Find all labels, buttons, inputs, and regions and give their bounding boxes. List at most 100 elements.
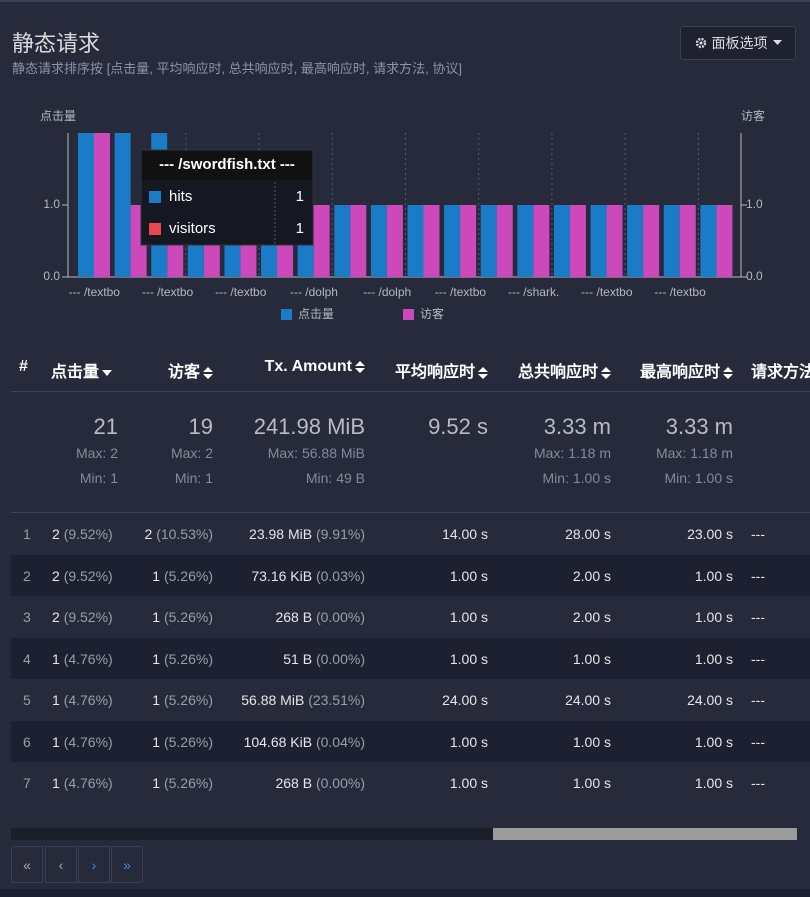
bar xyxy=(517,205,534,277)
method: --- xyxy=(751,526,765,542)
column-header[interactable]: 访客 xyxy=(168,358,213,382)
avg-time: 1.00 s xyxy=(449,609,488,625)
x-tick-label: --- /dolph xyxy=(363,285,411,299)
visitors-percent: (5.26%) xyxy=(163,609,213,625)
legend-label: 访客 xyxy=(420,306,444,321)
bar xyxy=(350,205,367,277)
avg-time: 1.00 s xyxy=(449,733,488,750)
tx-percent: (0.03%) xyxy=(315,567,365,584)
hits: 1 xyxy=(52,692,60,708)
table-row[interactable]: 3 2 (9.52%) 1 (5.26%) 268 B (0.00%) 1.00 s 2.… xyxy=(11,596,810,638)
scroll-thumb[interactable] xyxy=(493,828,797,840)
summary-total: 241.98 MiB xyxy=(253,414,365,439)
tx-percent: (0.00%) xyxy=(315,609,365,625)
gear-icon xyxy=(695,37,706,49)
max-time: 1.00 s xyxy=(694,567,733,584)
next-page[interactable]: › xyxy=(78,846,110,883)
bar xyxy=(627,205,644,277)
visitors-percent: (5.26%) xyxy=(163,733,213,750)
bar xyxy=(590,205,607,277)
visitors: 1 xyxy=(152,567,161,584)
method: --- xyxy=(751,733,765,750)
column-header[interactable]: 请求方法 xyxy=(751,358,810,382)
visitors: 1 xyxy=(152,733,161,750)
bar xyxy=(679,205,696,277)
hits-percent: (4.76%) xyxy=(63,692,113,708)
tx-amount: 268 B xyxy=(275,775,313,791)
first-page[interactable]: « xyxy=(11,846,43,883)
tooltip-name: visitors xyxy=(169,220,216,237)
bar xyxy=(716,205,733,277)
x-tick-label: --- /dolph xyxy=(290,285,338,299)
summary-total: 3.33 m xyxy=(665,414,733,439)
sort-icon xyxy=(102,369,113,376)
bar xyxy=(643,205,660,277)
table: # 点击量 访客 Tx. Amount 平均响应时 总共响应时 最高响应时 请求方法 21 Max… xyxy=(11,345,810,825)
legend-swatch xyxy=(403,309,414,320)
method: --- xyxy=(751,775,765,791)
method: --- xyxy=(751,567,765,584)
tx-cell: 23.98 MiB (9.91%) xyxy=(249,526,365,542)
visitors-cell: 1 (5.26%) xyxy=(152,609,213,625)
summary-max: Max: 2 xyxy=(170,445,213,461)
summary-min: Min: 1.00 s xyxy=(542,470,611,486)
panel-subtitle: 静态请求排序按 [点击量, 平均响应时, 总共响应时, 最高响应时, 请求方法,… xyxy=(12,61,462,76)
hits-cell: 2 (9.52%) xyxy=(52,526,113,542)
summary-total: 9.52 s xyxy=(428,414,488,439)
max-time: 1.00 s xyxy=(694,775,733,791)
last-page[interactable]: » xyxy=(111,846,143,883)
bar xyxy=(114,133,131,277)
tx-cell: 51 B (0.00%) xyxy=(283,651,365,667)
tooltip-value: 1 xyxy=(296,220,304,237)
column-header[interactable]: 平均响应时 xyxy=(395,358,488,382)
bar xyxy=(313,205,330,277)
bar xyxy=(78,133,94,277)
bar xyxy=(606,205,623,277)
row-index: 7 xyxy=(23,775,31,791)
summary-min: Min: 1 xyxy=(174,470,213,486)
column-header[interactable]: Tx. Amount xyxy=(265,358,365,376)
bar xyxy=(553,205,570,277)
summary-total: 3.33 m xyxy=(543,414,611,439)
tx-amount: 51 B xyxy=(283,650,313,667)
tx-cell: 268 B (0.00%) xyxy=(275,775,365,791)
y-axis-label: 点击量 xyxy=(40,109,76,123)
tx-percent: (23.51%) xyxy=(308,692,365,708)
visitors-cell: 1 (5.26%) xyxy=(152,775,213,791)
method: --- xyxy=(751,650,765,667)
chart: 点击量 访客0.01.00.01.0--- /textbo --- /textbo -… xyxy=(40,108,765,321)
column-header[interactable]: 总共响应时 xyxy=(518,358,611,382)
tx-percent: (0.00%) xyxy=(315,650,365,667)
row-index: 1 xyxy=(23,526,31,542)
visitors-cell: 1 (5.26%) xyxy=(152,692,213,708)
column-header[interactable]: 点击量 xyxy=(51,358,113,382)
total-time: 24.00 s xyxy=(565,692,611,708)
column-header[interactable]: 最高响应时 xyxy=(640,358,733,382)
y-tick-label: 1.0 xyxy=(43,197,60,211)
visitors-percent: (5.26%) xyxy=(163,775,213,791)
bar xyxy=(94,133,110,277)
visitors-percent: (5.26%) xyxy=(163,692,213,708)
prev-page[interactable]: ‹ xyxy=(45,846,77,883)
header-text: 总共响应时 xyxy=(517,364,598,381)
x-tick-label: --- /textbo xyxy=(215,285,267,299)
header-text: 平均响应时 xyxy=(394,364,475,381)
hits-cell: 1 (4.76%) xyxy=(52,651,113,667)
bar xyxy=(663,205,680,277)
y2-tick-label: 0.0 xyxy=(746,269,763,283)
total-time: 1.00 s xyxy=(572,775,611,791)
tooltip-head xyxy=(142,151,312,180)
row-index: 3 xyxy=(23,609,31,625)
hits-cell: 1 (4.76%) xyxy=(52,734,113,750)
hits-cell: 2 (9.52%) xyxy=(52,609,113,625)
options-button[interactable]: 面板选项 xyxy=(680,26,796,60)
visitors-cell: 1 (5.26%) xyxy=(152,734,213,750)
hits-cell: 2 (9.52%) xyxy=(52,568,113,584)
summary-total: 19 xyxy=(188,414,213,439)
